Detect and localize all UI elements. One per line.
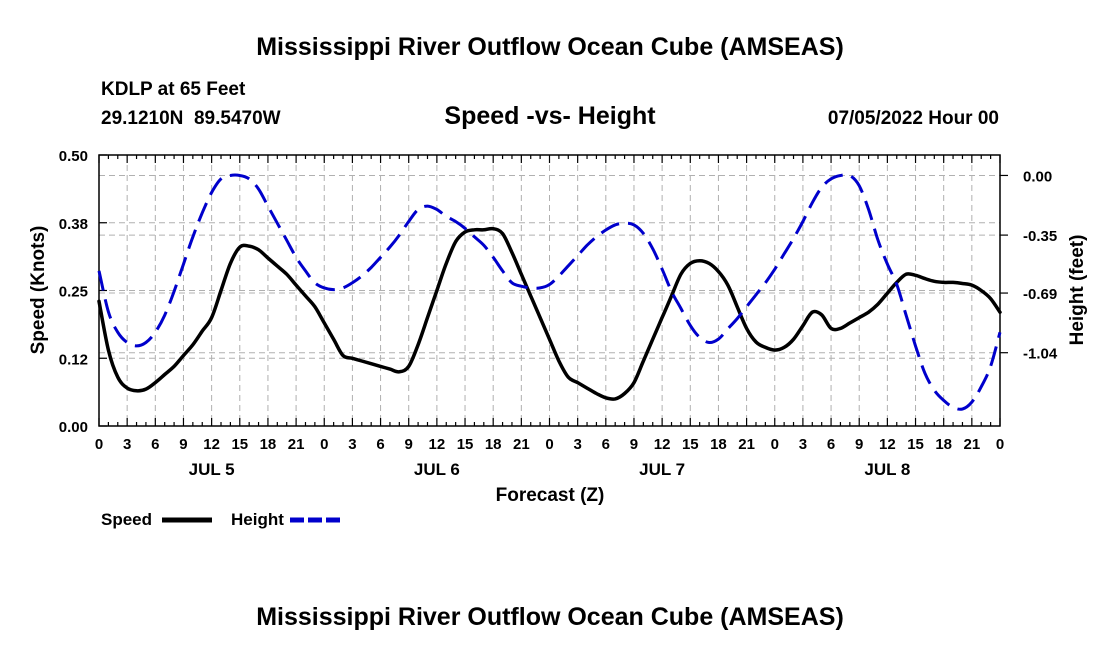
x-tick-label: 0 [545, 436, 553, 453]
x-axis-label: Forecast (Z) [496, 485, 605, 506]
legend-label-height: Height [231, 510, 284, 529]
grid-lines [99, 155, 1000, 426]
series-line-speed [97, 226, 1002, 401]
x-tick-label: 6 [376, 436, 384, 453]
x-tick-label: 21 [738, 436, 755, 453]
legend-label-speed: Speed [101, 510, 152, 529]
station-label: KDLP at 65 Feet [101, 79, 246, 100]
x-tick-label: 12 [429, 436, 446, 453]
x-tick-label: 12 [203, 436, 220, 453]
y-tick-label-right: -1.04 [1023, 346, 1058, 363]
x-tick-label: 9 [405, 436, 413, 453]
x-tick-label: 3 [348, 436, 356, 453]
day-label: JUL 5 [189, 460, 235, 479]
x-tick-label: 3 [799, 436, 807, 453]
x-tick-label: 15 [682, 436, 699, 453]
x-tick-label: 9 [855, 436, 863, 453]
footer-title: Mississippi River Outflow Ocean Cube (AM… [256, 603, 844, 631]
y-tick-label-left: 0.12 [59, 351, 88, 368]
x-tick-label: 12 [654, 436, 671, 453]
day-label: JUL 6 [414, 460, 460, 479]
run-time-label: 07/05/2022 Hour 00 [828, 108, 999, 129]
x-tick-label: 21 [513, 436, 530, 453]
y-tick-label-left: 0.38 [59, 216, 88, 233]
y-tick-label-right: -0.69 [1023, 286, 1057, 303]
chart-title: Mississippi River Outflow Ocean Cube (AM… [256, 33, 844, 61]
x-tick-label: 0 [771, 436, 779, 453]
x-tick-label: 9 [179, 436, 187, 453]
left-axis-tick-labels: 0.00 0.12 0.25 0.38 0.50 [59, 148, 88, 436]
x-axis-tick-labels: 0 3 6 9 12 15 18 21 0 3 6 9 12 15 18 21 0 3 6 9 12 15 18 21 0 3 6 9… [95, 436, 1004, 453]
chart-subtitle: Speed -vs- Height [444, 102, 656, 130]
x-tick-label: 18 [710, 436, 727, 453]
x-tick-label: 18 [935, 436, 952, 453]
series-line-height [97, 173, 1002, 411]
x-tick-label: 0 [320, 436, 328, 453]
x-tick-label: 0 [996, 436, 1004, 453]
y-tick-label-left: 0.00 [59, 419, 88, 436]
x-tick-label: 6 [602, 436, 610, 453]
x-tick-label: 21 [288, 436, 305, 453]
day-labels: JUL 5 JUL 6 JUL 7 JUL 8 [189, 460, 911, 479]
x-tick-label: 18 [485, 436, 502, 453]
day-label: JUL 8 [864, 460, 910, 479]
x-tick-label: 12 [879, 436, 896, 453]
day-label: JUL 7 [639, 460, 685, 479]
x-tick-label: 15 [231, 436, 248, 453]
x-tick-label: 3 [123, 436, 131, 453]
x-tick-label: 6 [827, 436, 835, 453]
y-tick-label-left: 0.25 [59, 284, 88, 301]
x-tick-label: 21 [964, 436, 981, 453]
x-tick-label: 15 [457, 436, 474, 453]
y-tick-label-right: -0.35 [1023, 228, 1057, 245]
right-axis-tick-labels: 0.00 -0.35 -0.69 -1.04 [1023, 168, 1058, 362]
legend: Speed Height [101, 510, 342, 529]
x-tick-label: 0 [95, 436, 103, 453]
x-tick-label: 6 [151, 436, 159, 453]
y-tick-label-right: 0.00 [1023, 168, 1052, 185]
y-tick-label-left: 0.50 [59, 148, 88, 165]
x-tick-label: 15 [907, 436, 924, 453]
x-tick-label: 18 [260, 436, 277, 453]
y-axis-label-right: Height (feet) [1067, 235, 1088, 346]
x-tick-label: 9 [630, 436, 638, 453]
x-tick-label: 3 [573, 436, 581, 453]
location-label: 29.1210N 89.5470W [101, 108, 281, 129]
y-axis-label-left: Speed (Knots) [28, 226, 49, 355]
axis-ticks [98, 154, 1008, 427]
